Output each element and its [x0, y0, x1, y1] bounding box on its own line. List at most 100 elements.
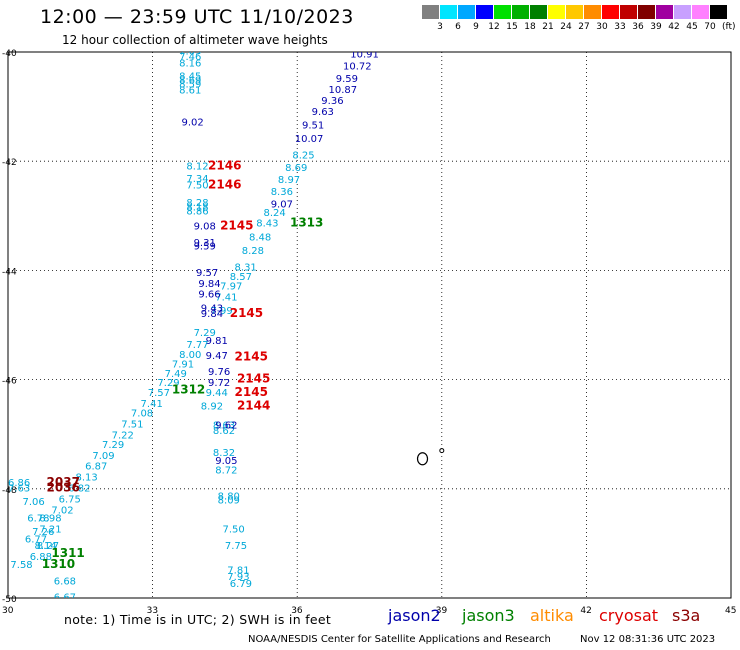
- wave-height-value: 9.36: [321, 96, 343, 107]
- pass-id-label: 2145: [235, 385, 268, 399]
- wave-height-value: 7.58: [10, 560, 32, 571]
- wave-height-value: 6.77: [25, 534, 47, 545]
- legend-swatch: [674, 5, 691, 19]
- footer-note: note: 1) Time is in UTC; 2) SWH is in fe…: [64, 612, 332, 627]
- wave-height-value: 9.84: [201, 309, 223, 320]
- wave-height-value: 11.49: [382, 3, 411, 14]
- sat-label-altika: altika: [530, 606, 574, 625]
- wave-height-value: 7.99: [210, 306, 232, 317]
- wave-height-value: 8.43: [256, 219, 278, 230]
- legend-label: 15: [506, 22, 518, 32]
- wave-height-value: 8.18: [186, 202, 208, 213]
- legend-label: 21: [542, 22, 554, 32]
- wave-height-value: 11.42: [360, 39, 389, 50]
- pass-id-label: 1313: [290, 216, 323, 230]
- lat-tick-label: -46: [2, 377, 17, 387]
- wave-height-value: 8.31: [235, 262, 257, 273]
- lat-tick-label: -42: [2, 158, 17, 168]
- wave-height-value: 8.97: [278, 175, 300, 186]
- map-frame: [7, 51, 732, 599]
- wave-height-value: 7.41: [141, 399, 163, 410]
- wave-height-value: 9.57: [196, 268, 218, 279]
- wave-height-value: 8.62: [213, 426, 235, 437]
- wave-height-value: 7.91: [172, 360, 194, 371]
- wave-height-value: 8.59: [179, 79, 201, 90]
- wave-height-value: 9.31: [194, 238, 216, 249]
- pass-id-label: 2145: [237, 371, 270, 385]
- wave-height-value: 8.12: [186, 161, 208, 172]
- lon-tick-label: 45: [725, 606, 736, 616]
- legend-label: 12: [488, 22, 500, 32]
- legend-label: 6: [455, 22, 461, 32]
- legend-label: 33: [614, 22, 626, 32]
- legend-swatch: [638, 5, 655, 19]
- lon-tick-label: 36: [291, 606, 303, 616]
- pass-id-label: 2144: [237, 399, 270, 413]
- pass-id-label: 1311: [51, 546, 84, 560]
- wave-height-value: 9.47: [206, 351, 228, 362]
- wave-height-value: 6.79: [230, 579, 252, 590]
- wave-height-value: 8.16: [179, 59, 201, 70]
- legend-swatch: [710, 5, 727, 19]
- wave-height-value: 9.62: [215, 421, 237, 432]
- legend-swatch: [656, 5, 673, 19]
- page-subtitle: 12 hour collection of altimeter wave hei…: [62, 33, 328, 47]
- pass-id-label: 2145: [235, 349, 268, 363]
- legend-label: 18: [524, 22, 536, 32]
- wave-height-value: 8.61: [179, 85, 201, 96]
- wave-height-value: 8.45: [179, 71, 201, 82]
- legend-swatch: [530, 5, 547, 19]
- page-title: 12:00 — 23:59 UTC 11/10/2023: [40, 6, 354, 28]
- wave-height-value: 8.36: [271, 187, 293, 198]
- wave-height-value: 7.06: [22, 497, 44, 508]
- legend-label: 42: [668, 22, 680, 32]
- island-outline: [439, 448, 445, 454]
- wave-height-value: 11.53: [374, 14, 403, 25]
- legend-swatch: [422, 5, 439, 19]
- wave-height-value: 7.22: [112, 431, 134, 442]
- legend-swatch: [440, 5, 457, 19]
- wave-height-value: 8.14: [35, 541, 57, 552]
- wave-height-value: 7.57: [148, 388, 170, 399]
- wave-height-value: 7.58: [68, 634, 90, 645]
- legend-label: 24: [560, 22, 572, 32]
- wave-height-value: 8.80: [218, 492, 240, 503]
- wave-height-value: 7.09: [92, 451, 114, 462]
- wave-height-value: 8.27: [37, 541, 59, 552]
- sat-label-s3a: s3a: [672, 606, 701, 625]
- pass-id-label: 1310: [42, 557, 75, 571]
- legend-label: 36: [632, 22, 644, 32]
- wave-height-value: 8.72: [215, 466, 237, 477]
- legend-unit: (ft): [722, 22, 736, 32]
- lat-tick-label: -44: [2, 267, 17, 277]
- wave-height-value: 9.81: [206, 336, 228, 347]
- credit-text: NOAA/NESDIS Center for Satellite Applica…: [248, 634, 551, 645]
- pass-id-label: 2145: [220, 218, 253, 232]
- wave-height-value: 8.48: [249, 232, 271, 243]
- wave-height-value: 9.02: [182, 118, 204, 129]
- legend-swatch: [692, 5, 709, 19]
- pass-id-label: 2146: [208, 178, 241, 192]
- wave-height-value: 6.86: [8, 478, 30, 489]
- wave-height-value: 6.68: [54, 576, 76, 587]
- legend-swatch: [548, 5, 565, 19]
- legend-swatch: [494, 5, 511, 19]
- wave-height-value: 7.02: [51, 505, 73, 516]
- wave-height-value: 9.66: [198, 290, 220, 301]
- wave-height-value: 7.51: [121, 420, 143, 431]
- wave-height-value: 7.81: [227, 565, 249, 576]
- legend-label: 9: [473, 22, 479, 32]
- legend-label: 30: [596, 22, 608, 32]
- wave-height-value: 9.84: [198, 279, 220, 290]
- lat-tick-label: -50: [2, 595, 17, 605]
- sat-label-jason3: jason3: [462, 606, 515, 625]
- wave-height-value: 7.77: [186, 340, 208, 351]
- wave-height-value: 9.43: [201, 303, 223, 314]
- wave-height-value: 10.07: [295, 134, 324, 145]
- wave-height-value: 7.29: [194, 328, 216, 339]
- wave-height-value: 10.87: [329, 85, 358, 96]
- wave-height-value: 7.26: [32, 527, 54, 538]
- wave-height-value: 6.82: [68, 484, 90, 495]
- wave-height-value: 7.29: [157, 378, 179, 389]
- wave-height-value: 7.21: [39, 524, 61, 535]
